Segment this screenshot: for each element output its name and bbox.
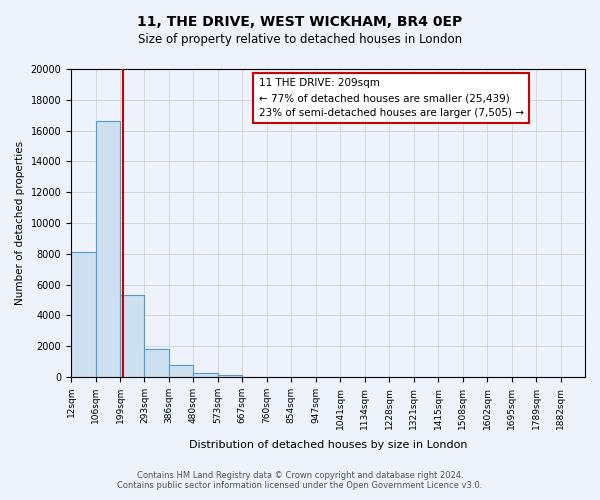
Bar xyxy=(169,366,193,377)
Bar xyxy=(218,374,242,377)
Text: Size of property relative to detached houses in London: Size of property relative to detached ho… xyxy=(138,32,462,46)
Text: 11 THE DRIVE: 209sqm
← 77% of detached houses are smaller (25,439)
23% of semi-d: 11 THE DRIVE: 209sqm ← 77% of detached h… xyxy=(259,78,524,118)
Bar xyxy=(193,372,218,377)
Text: 11, THE DRIVE, WEST WICKHAM, BR4 0EP: 11, THE DRIVE, WEST WICKHAM, BR4 0EP xyxy=(137,15,463,29)
Y-axis label: Number of detached properties: Number of detached properties xyxy=(15,141,25,305)
Bar xyxy=(145,348,169,377)
Bar xyxy=(120,296,145,377)
Bar xyxy=(71,252,95,377)
Text: Contains HM Land Registry data © Crown copyright and database right 2024.
Contai: Contains HM Land Registry data © Crown c… xyxy=(118,470,482,490)
X-axis label: Distribution of detached houses by size in London: Distribution of detached houses by size … xyxy=(189,440,467,450)
Bar xyxy=(95,122,120,377)
